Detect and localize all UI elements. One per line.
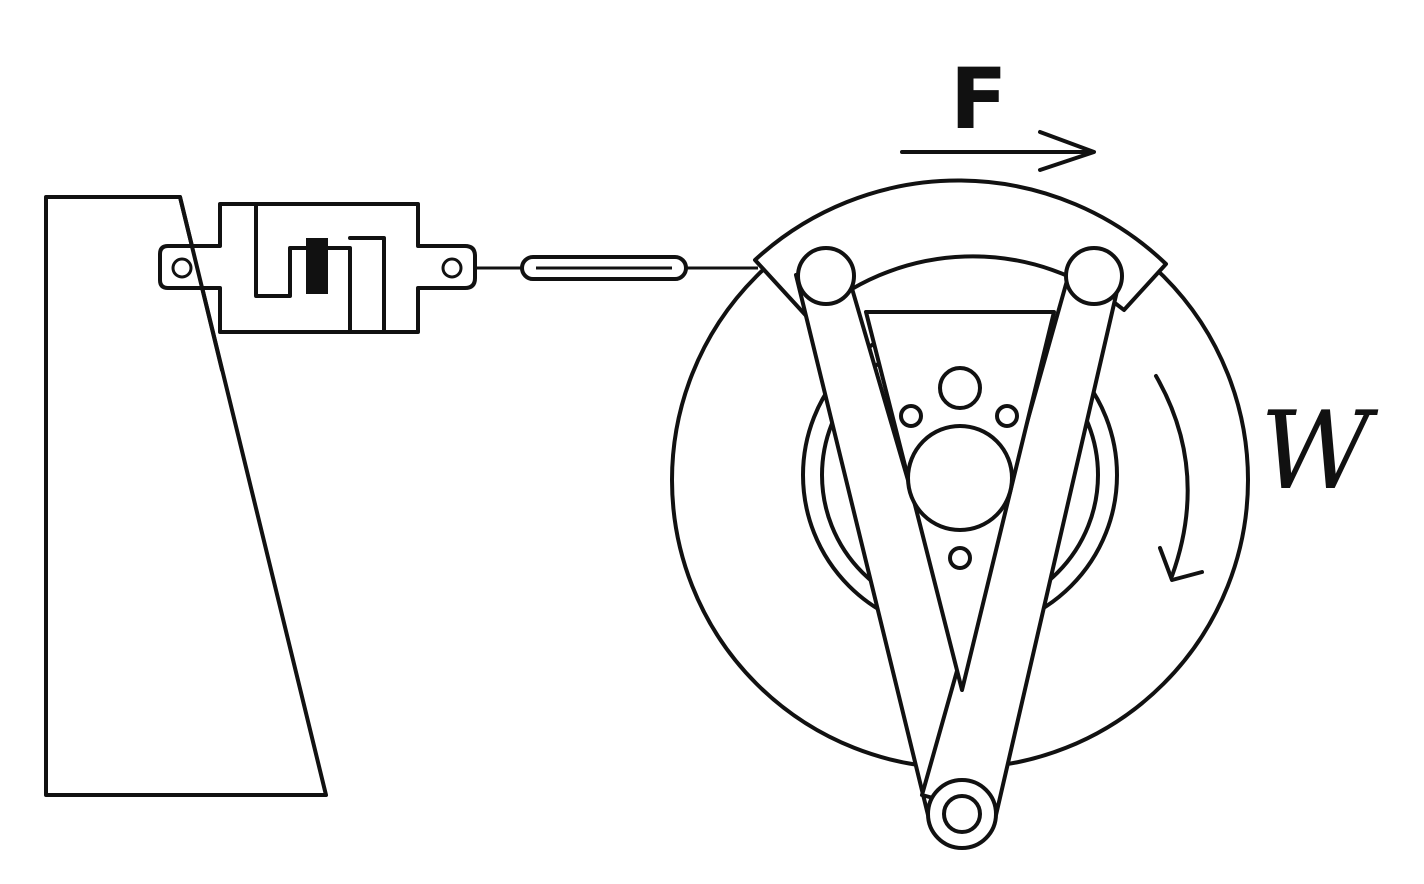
force-arrow	[900, 130, 1096, 172]
v-lever	[794, 246, 1124, 850]
pivot	[1064, 246, 1124, 306]
rotation-arrow	[1154, 374, 1204, 582]
spring-balance	[158, 195, 477, 372]
pivot	[796, 246, 856, 306]
spring-indicator	[306, 238, 328, 294]
force-label: F	[950, 50, 1007, 148]
angular-velocity-label: W	[1260, 389, 1379, 514]
support-stand	[44, 195, 328, 797]
cable	[475, 255, 758, 281]
pivot	[926, 778, 998, 850]
brake-shoe	[753, 178, 1168, 322]
